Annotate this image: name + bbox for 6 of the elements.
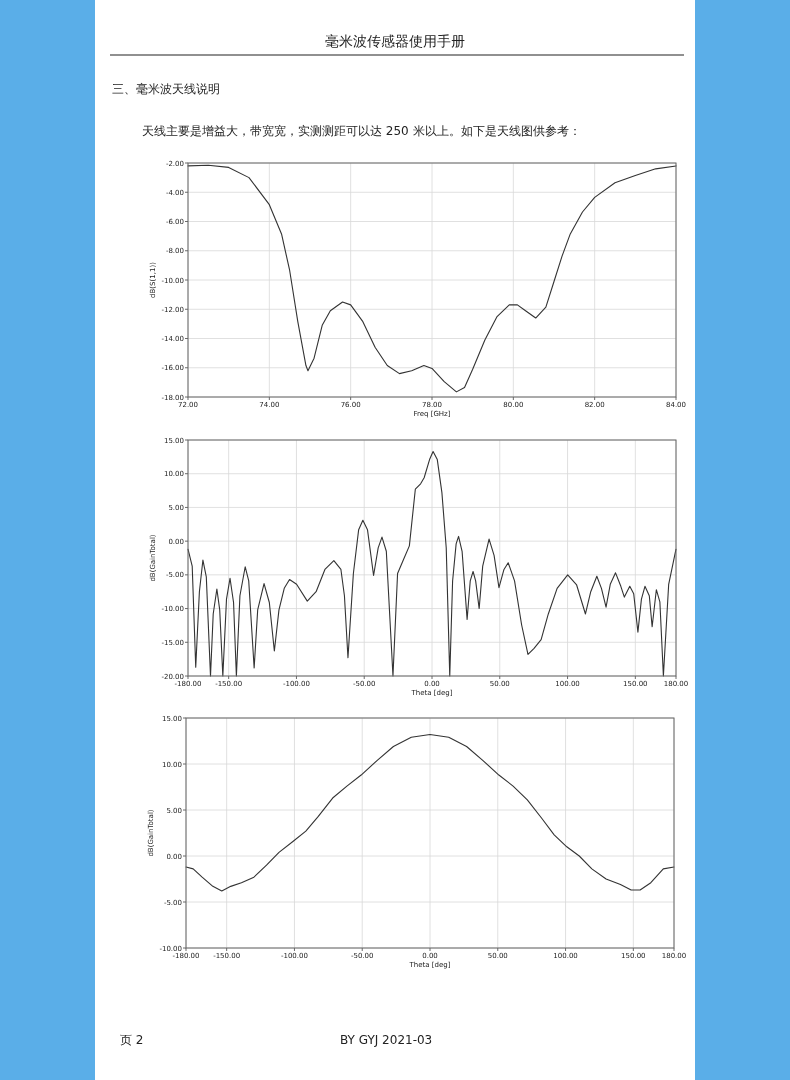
text: BY GYJ 2021-03	[340, 1033, 433, 1047]
chart-subtitle: 三、毫米波天线说明	[112, 82, 220, 96]
line-series	[185, 734, 675, 892]
chart-title: 毫米波传感器使用手册	[325, 33, 465, 49]
text: 天线主要是增益大，带宽宽，实测测距可以达 250 米以上。如下是天线图供参考：	[142, 124, 581, 138]
text: 页 2	[120, 1033, 144, 1047]
